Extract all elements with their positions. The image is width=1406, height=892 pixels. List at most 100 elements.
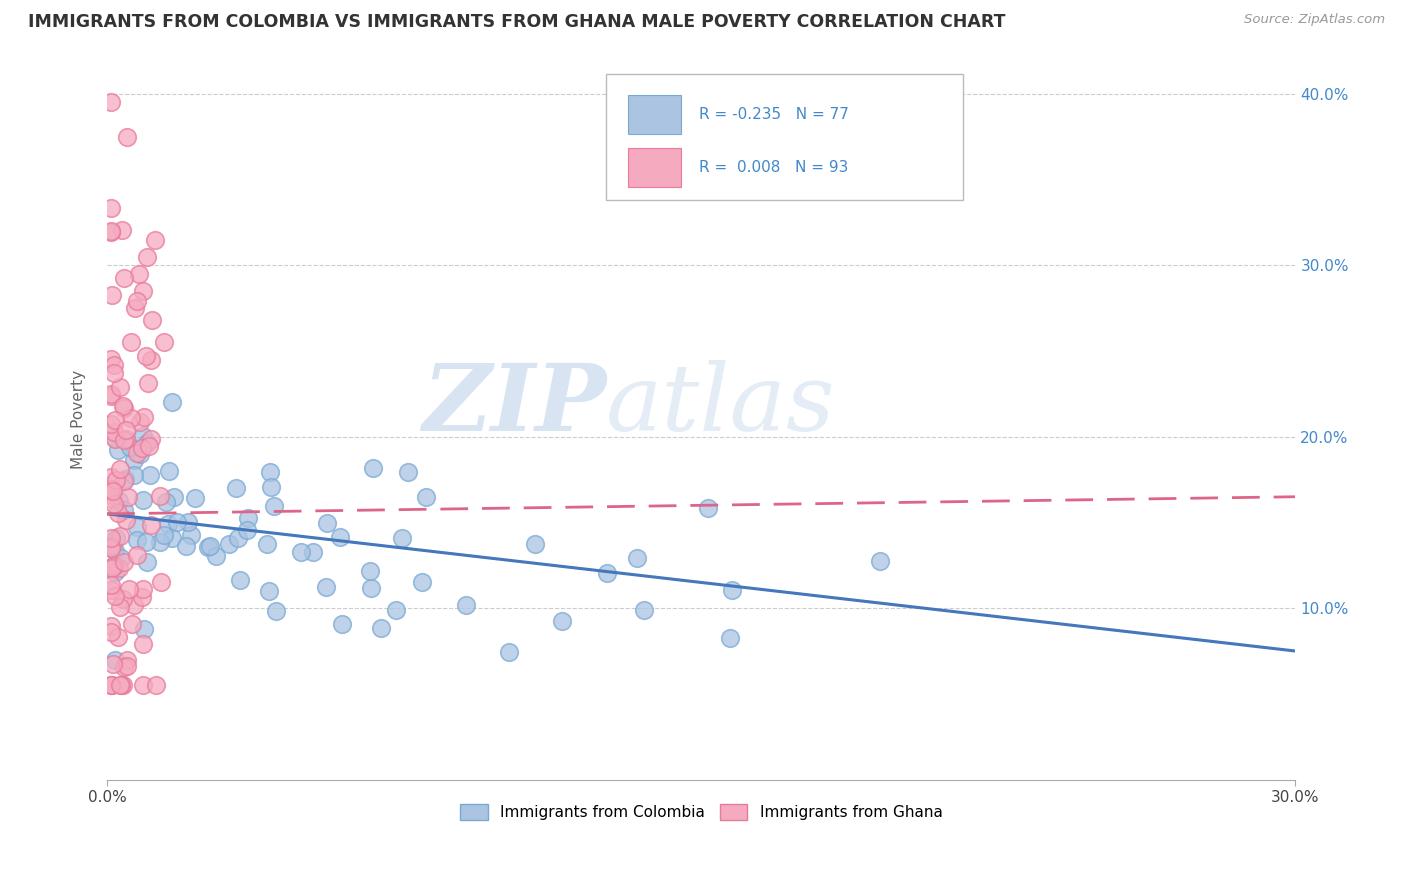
Point — [120, 411, 142, 425]
Point — [100, 224, 122, 238]
Point — [127, 533, 149, 547]
Point — [100, 389, 122, 403]
Point — [103, 559, 125, 574]
Point — [118, 582, 141, 597]
Point — [108, 529, 131, 543]
Point — [127, 520, 149, 534]
FancyBboxPatch shape — [606, 74, 963, 200]
Point — [153, 335, 176, 350]
Point — [290, 545, 312, 559]
Point — [104, 590, 127, 604]
Point — [108, 494, 131, 508]
Point — [100, 541, 122, 556]
Point — [132, 492, 155, 507]
Point — [149, 534, 172, 549]
Point — [101, 288, 124, 302]
Point — [132, 622, 155, 636]
Point — [100, 488, 122, 502]
Point — [100, 578, 122, 592]
Point — [718, 631, 741, 645]
Point — [152, 527, 174, 541]
Point — [122, 452, 145, 467]
Point — [131, 442, 153, 456]
Point — [124, 301, 146, 315]
Point — [135, 535, 157, 549]
Point — [329, 530, 352, 544]
Point — [114, 432, 136, 446]
Point — [101, 483, 124, 498]
Point — [166, 515, 188, 529]
Point — [132, 678, 155, 692]
Point — [139, 432, 162, 446]
Point — [135, 435, 157, 450]
Point — [104, 431, 127, 445]
Point — [184, 491, 207, 505]
Point — [112, 555, 135, 569]
Point — [259, 466, 281, 480]
Point — [100, 352, 122, 367]
Point — [100, 482, 122, 496]
Point — [108, 678, 131, 692]
Point — [359, 565, 381, 579]
Point — [122, 598, 145, 612]
Point — [104, 473, 127, 487]
Point — [264, 604, 287, 618]
Point — [720, 583, 742, 598]
Point — [129, 447, 152, 461]
Text: ZIP: ZIP — [422, 360, 606, 450]
Point — [330, 616, 353, 631]
Point — [103, 559, 125, 574]
Point — [226, 531, 249, 545]
Point — [110, 678, 132, 692]
Point — [100, 95, 122, 110]
Point — [132, 637, 155, 651]
Point — [180, 528, 202, 542]
Point — [132, 429, 155, 443]
Point — [256, 537, 278, 551]
Point — [100, 417, 122, 431]
Point — [110, 380, 132, 394]
Point — [104, 653, 127, 667]
Text: R =  0.008   N = 93: R = 0.008 N = 93 — [699, 160, 848, 175]
Point — [197, 541, 219, 555]
Point — [163, 490, 186, 504]
Point — [107, 630, 129, 644]
Point — [112, 660, 135, 674]
Point — [139, 517, 162, 532]
Point — [454, 598, 477, 612]
Point — [115, 423, 138, 437]
Point — [104, 413, 127, 427]
Point — [111, 399, 134, 413]
Point — [114, 472, 136, 486]
Legend: Immigrants from Colombia, Immigrants from Ghana: Immigrants from Colombia, Immigrants fro… — [454, 797, 949, 826]
Point — [132, 284, 155, 298]
Point — [104, 531, 127, 545]
Point — [121, 617, 143, 632]
Point — [107, 506, 129, 520]
Point — [235, 524, 257, 538]
Point — [523, 537, 546, 551]
Point — [110, 462, 132, 476]
Point — [200, 539, 222, 553]
Point — [108, 560, 131, 574]
Point — [111, 678, 134, 692]
Point — [100, 531, 122, 545]
Point — [101, 539, 124, 553]
Point — [143, 233, 166, 247]
Point — [103, 425, 125, 439]
Point — [218, 537, 240, 551]
Point — [157, 517, 180, 532]
Point — [145, 678, 167, 692]
FancyBboxPatch shape — [627, 95, 681, 135]
Point — [100, 624, 122, 639]
Point — [108, 600, 131, 615]
Point — [236, 511, 259, 525]
Point — [132, 582, 155, 596]
Point — [112, 475, 135, 489]
Point — [100, 583, 122, 598]
Point — [114, 513, 136, 527]
Point — [157, 465, 180, 479]
Point — [115, 653, 138, 667]
Point — [396, 466, 419, 480]
Point — [112, 271, 135, 285]
